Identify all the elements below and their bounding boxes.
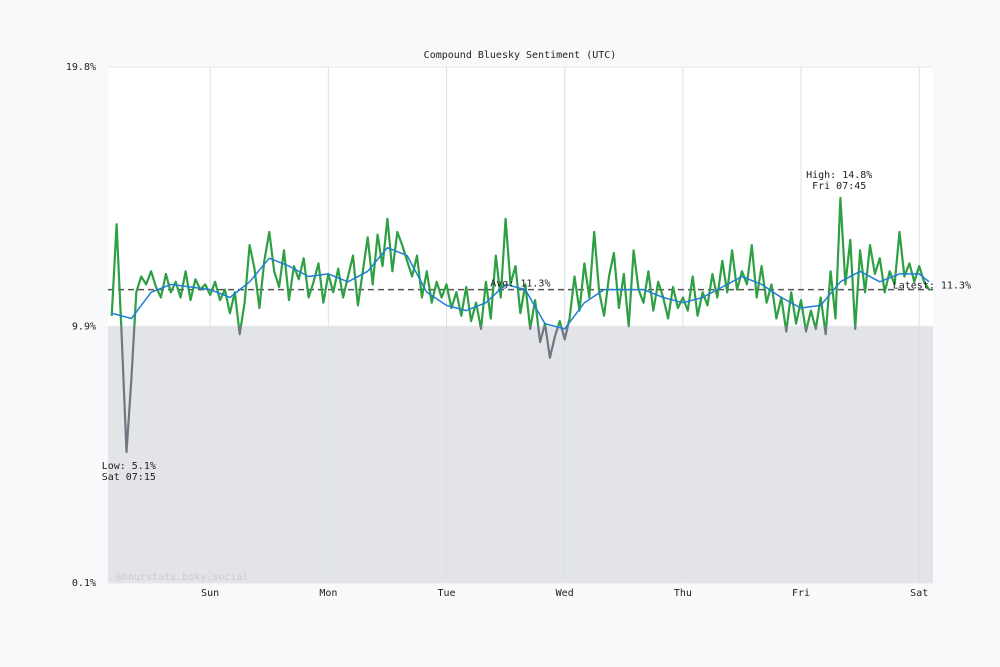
- high-time: Fri 07:45: [812, 181, 866, 192]
- high-label: High: 14.8%: [806, 170, 872, 181]
- x-tick-label: Wed: [556, 588, 574, 599]
- x-tick-label: Thu: [674, 588, 692, 599]
- x-tick-label: Fri: [792, 588, 810, 599]
- latest-label: Latest: 11.3%: [893, 281, 971, 292]
- x-tick-label: Mon: [319, 588, 337, 599]
- x-tick-label: Sat: [910, 588, 928, 599]
- y-tick-label: 9.9%: [72, 321, 96, 332]
- x-tick-label: Sun: [201, 588, 219, 599]
- y-tick-label: 0.1%: [72, 578, 96, 589]
- below-threshold-area: [108, 326, 933, 583]
- low-time: Sat 07:15: [102, 472, 156, 483]
- average-label: Avg: 11.3%: [490, 279, 550, 290]
- y-tick-label: 19.8%: [66, 62, 96, 73]
- watermark: @hourstats.bsky.social: [116, 572, 248, 583]
- chart-title: Compound Bluesky Sentiment (UTC): [424, 50, 617, 61]
- low-label: Low: 5.1%: [102, 461, 156, 472]
- trend-line: [111, 246, 930, 330]
- series-line-above: [110, 196, 931, 327]
- x-tick-label: Tue: [437, 588, 455, 599]
